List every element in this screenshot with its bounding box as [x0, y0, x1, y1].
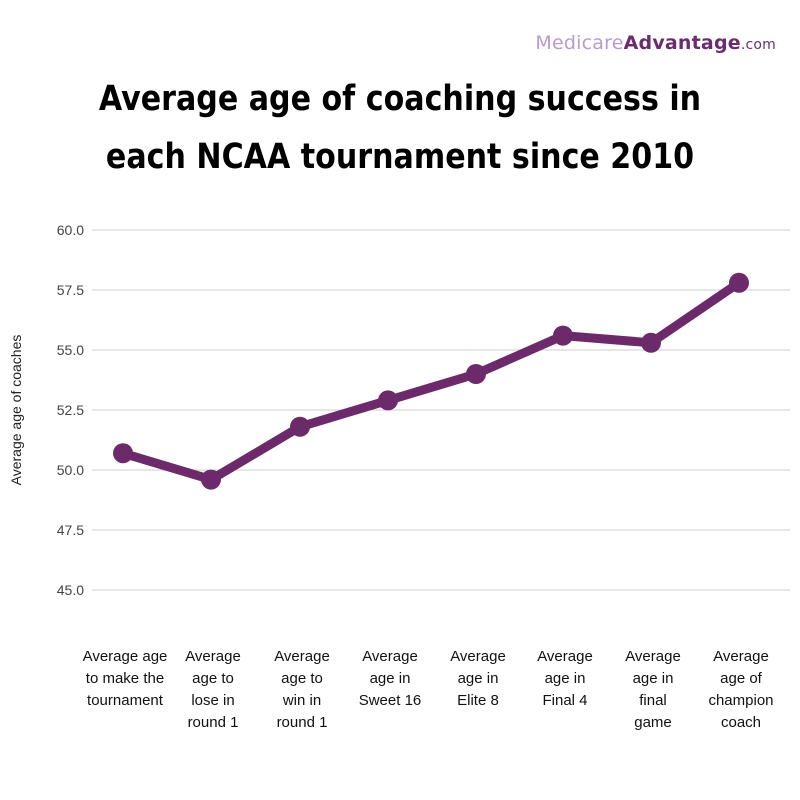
x-tick-label-line: Average — [450, 648, 506, 665]
x-tick-label-line: Elite 8 — [457, 692, 499, 709]
x-tick-label: Average age in Sweet 16 — [338, 646, 442, 712]
x-tick-label-line: Average age — [82, 648, 168, 665]
x-tick-label-line: Average — [274, 648, 330, 665]
x-tick-label-line: Sweet 16 — [358, 692, 422, 709]
data-point — [113, 443, 133, 464]
x-tick-label-line: round 1 — [276, 714, 328, 731]
x-tick-label-line: age of — [720, 670, 762, 687]
x-tick-label-line: Average — [713, 648, 769, 665]
y-axis-label: Average age of coaches — [8, 335, 24, 486]
x-tick-label: Average age to lose in round 1 — [161, 646, 265, 734]
brand-logo-part3: .com — [740, 37, 776, 53]
brand-logo: MedicareAdvantage.com — [535, 32, 776, 54]
data-point — [378, 390, 398, 411]
y-tick-label: 52.5 — [57, 402, 84, 418]
x-tick-label-line: Average — [625, 648, 681, 665]
chart-title-line-1: Average age of coaching success in — [98, 79, 702, 119]
series-line — [118, 278, 744, 485]
x-tick-label-line: age to — [192, 670, 234, 687]
data-point — [729, 272, 749, 293]
y-tick-label: 60.0 — [57, 222, 84, 238]
data-point — [553, 325, 573, 346]
y-tick-label: 45.0 — [57, 582, 84, 598]
x-tick-label-line: age in — [632, 670, 674, 687]
x-tick-label-line: tournament — [87, 692, 163, 709]
x-tick-label: Average age in Final 4 — [513, 646, 617, 712]
x-tick-label-line: age in — [369, 670, 411, 687]
x-tick-label: Average age in Elite 8 — [426, 646, 530, 712]
x-tick-label-line: lose in — [191, 692, 235, 709]
chart-title-line-2: each NCAA tournament since 2010 — [105, 137, 695, 177]
x-tick-label-line: Average — [362, 648, 418, 665]
brand-logo-part2: Advantage — [623, 32, 741, 54]
data-point — [201, 469, 221, 490]
chart-title: Average age of coaching success in each … — [90, 70, 709, 186]
x-tick-label: Average age to make the tournament — [73, 646, 177, 712]
x-tick-label-line: to make the — [85, 670, 165, 687]
y-tick-label: 47.5 — [57, 522, 84, 538]
x-tick-label-line: round 1 — [187, 714, 239, 731]
x-tick-label-line: age in — [544, 670, 586, 687]
x-tick-label-line: age in — [457, 670, 499, 687]
data-point — [641, 332, 661, 353]
y-tick-label: 57.5 — [57, 282, 84, 298]
y-axis-ticks: 60.0 57.5 55.0 52.5 50.0 47.5 45.0 — [57, 222, 84, 598]
x-tick-label-line: game — [634, 714, 672, 731]
x-tick-label-line: win in — [282, 692, 322, 709]
x-tick-label: Average age in final game — [601, 646, 705, 734]
x-tick-label-line: Average — [185, 648, 241, 665]
x-tick-label: Average age to win in round 1 — [250, 646, 354, 734]
x-tick-label: Average age of champion coach — [689, 646, 793, 734]
grid — [92, 229, 790, 591]
y-tick-label: 50.0 — [57, 462, 84, 478]
y-tick-label: 55.0 — [57, 342, 84, 358]
data-point — [290, 416, 310, 437]
brand-logo-part1: Medicare — [535, 32, 624, 54]
x-tick-label-line: Average — [537, 648, 593, 665]
x-tick-label-line: champion — [708, 692, 774, 709]
x-tick-label-line: final — [639, 692, 667, 709]
x-tick-label-line: age to — [281, 670, 323, 687]
data-point — [466, 364, 486, 384]
x-tick-label-line: Final 4 — [542, 692, 588, 709]
data-points — [113, 272, 749, 490]
x-tick-label-line: coach — [720, 714, 762, 731]
